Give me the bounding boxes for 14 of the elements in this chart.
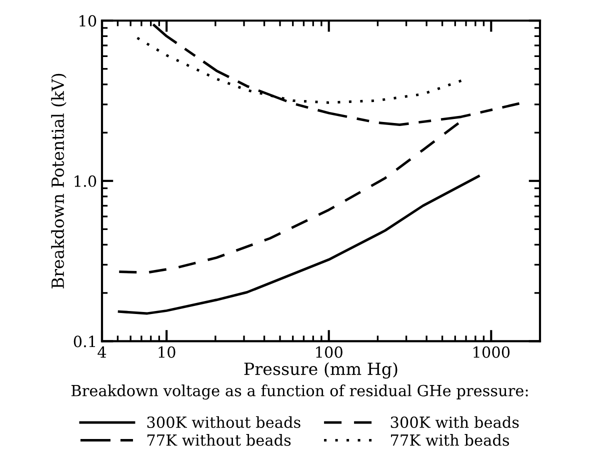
x-tick-label: 100 (316, 346, 342, 358)
y-tick-label: 10 (80, 15, 96, 27)
x-tick-label: 1000 (474, 346, 510, 358)
y-tick-label: 1.0 (74, 175, 96, 187)
x-axis-title: Pressure (mm Hg) (244, 362, 398, 379)
y-axis-title: Breakdown Potential (kV) (51, 74, 66, 288)
legend-label: 300K without beads (147, 416, 300, 428)
legend-label: 77K with beads (391, 434, 510, 446)
y-tick-label: 0.1 (74, 336, 95, 348)
legend-label: 77K without beads (147, 434, 291, 446)
x-tick-label: 10 (158, 346, 176, 358)
text: Breakdown voltage as a function of residual GHe pressure: (71, 384, 528, 400)
legend-label: 300K with beads (390, 416, 519, 428)
x-tick-label: 4 (98, 346, 106, 358)
